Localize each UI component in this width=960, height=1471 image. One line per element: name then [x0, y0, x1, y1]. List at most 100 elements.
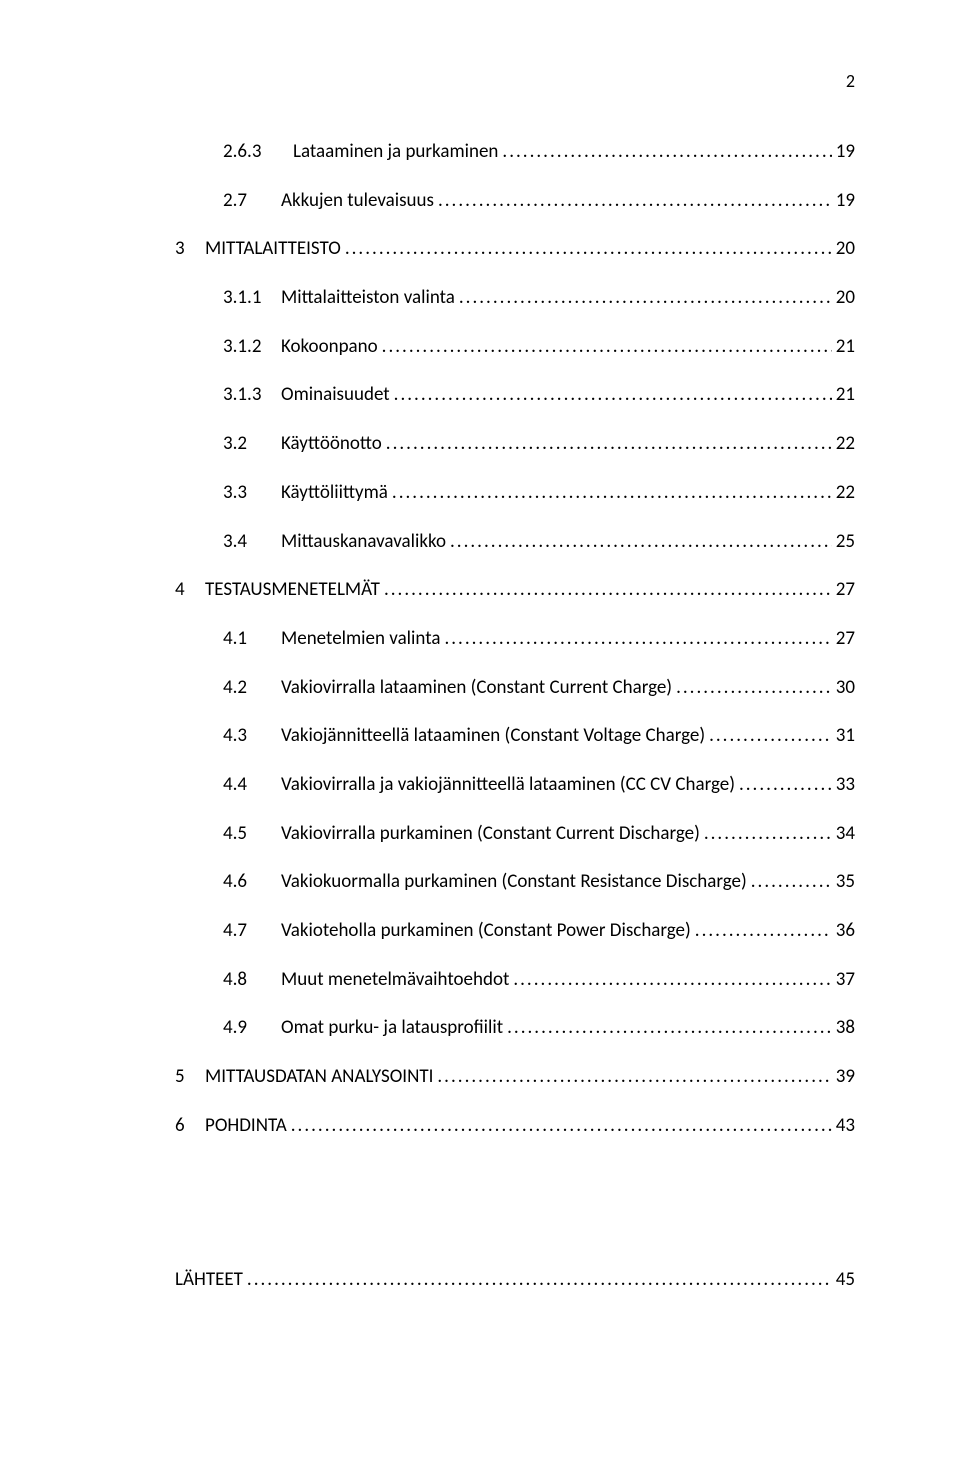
toc-section-number: 4.2: [223, 676, 281, 701]
toc-row: 4.2Vakiovirralla lataaminen (Constant Cu…: [175, 676, 855, 701]
toc-row: 3.1.1Mittalaitteiston valinta20: [175, 286, 855, 311]
toc-section-number: 3.2: [223, 432, 281, 457]
toc-leader-dots: [459, 286, 832, 311]
toc-leader-dots: [450, 530, 832, 555]
toc-leader-dots: [507, 1016, 832, 1041]
toc-leader-dots: [676, 676, 832, 701]
toc-page-number: 45: [836, 1268, 855, 1293]
toc-leader-dots: [513, 968, 831, 993]
toc-section-label: Muut menetelmävaihtoehdot: [281, 968, 509, 993]
toc-section-label: POHDINTA: [205, 1114, 287, 1139]
toc-section-number: 4.7: [223, 919, 281, 944]
toc-page-number: 27: [836, 578, 855, 603]
toc-row: 3.2Käyttöönotto 22: [175, 432, 855, 457]
toc-page-number: 36: [836, 919, 855, 944]
toc-page-number: 30: [836, 676, 855, 701]
toc-page-number: 21: [836, 383, 855, 408]
toc-page-number: 25: [836, 530, 855, 555]
toc-section-label: Vakiovirralla purkaminen (Constant Curre…: [281, 822, 700, 847]
toc-section-label: Omat purku- ja latausprofiilit: [281, 1016, 503, 1041]
toc-section-number: 3.3: [223, 481, 281, 506]
toc-row: 4TESTAUSMENETELMÄT 27: [175, 578, 855, 603]
toc-section-number: 3.1.1: [223, 286, 281, 311]
table-of-contents: 2.6.3Lataaminen ja purkaminen192.7Akkuje…: [175, 140, 855, 1138]
toc-row: 4.4Vakiovirralla ja vakiojännitteellä la…: [175, 773, 855, 798]
toc-section-label: Vakiojännitteellä lataaminen (Constant V…: [281, 724, 705, 749]
toc-row: 3MITTALAITTEISTO 20: [175, 237, 855, 262]
toc-section-label: Vakioteholla purkaminen (Constant Power …: [281, 919, 691, 944]
toc-page-number: 34: [836, 822, 855, 847]
toc-leader-dots: [247, 1268, 832, 1293]
toc-section-label: LÄHTEET: [175, 1268, 243, 1293]
toc-row: 4.1Menetelmien valinta27: [175, 627, 855, 652]
toc-row: 4.9Omat purku- ja latausprofiilit38: [175, 1016, 855, 1041]
toc-leader-dots: [444, 627, 831, 652]
toc-page-number: 22: [836, 481, 855, 506]
toc-section-label: TESTAUSMENETELMÄT: [205, 578, 380, 603]
toc-section-label: Käyttöönotto: [281, 432, 382, 457]
toc-leader-dots: [382, 335, 832, 360]
table-of-contents-bottom: LÄHTEET 45: [175, 1268, 855, 1293]
toc-row: 3.3Käyttöliittymä 22: [175, 481, 855, 506]
toc-row: 4.3Vakiojännitteellä lataaminen (Constan…: [175, 724, 855, 749]
toc-section-number: 6: [175, 1114, 205, 1139]
toc-section-number: 3.4: [223, 530, 281, 555]
toc-section-number: 2.7: [223, 189, 281, 214]
toc-section-number: 5: [175, 1065, 205, 1090]
toc-section-number: 4.3: [223, 724, 281, 749]
toc-leader-dots: [386, 432, 832, 457]
toc-leader-dots: [502, 140, 831, 165]
toc-page-number: 35: [836, 870, 855, 895]
toc-section-label: Vakiokuormalla purkaminen (Constant Resi…: [281, 870, 747, 895]
toc-leader-dots: [392, 481, 832, 506]
toc-page-number: 31: [836, 724, 855, 749]
toc-page-number: 38: [836, 1016, 855, 1041]
toc-row: 6POHDINTA 43: [175, 1114, 855, 1139]
toc-section-label: MITTALAITTEISTO: [205, 237, 341, 262]
toc-section-number: 4.8: [223, 968, 281, 993]
toc-page-number: 22: [836, 432, 855, 457]
toc-row: 4.6Vakiokuormalla purkaminen (Constant R…: [175, 870, 855, 895]
toc-page-number: 20: [836, 286, 855, 311]
toc-row: 2.7Akkujen tulevaisuus 19: [175, 189, 855, 214]
toc-leader-dots: [704, 822, 832, 847]
toc-leader-dots: [438, 189, 832, 214]
toc-leader-dots: [751, 870, 832, 895]
toc-section-label: Menetelmien valinta: [281, 627, 440, 652]
toc-section-label: Vakiovirralla lataaminen (Constant Curre…: [281, 676, 672, 701]
toc-leader-dots: [384, 578, 832, 603]
toc-section-label: Akkujen tulevaisuus: [281, 189, 434, 214]
toc-page-number: 19: [836, 189, 855, 214]
toc-section-label: Vakiovirralla ja vakiojännitteellä lataa…: [281, 773, 735, 798]
toc-section-label: Lataaminen ja purkaminen: [293, 140, 498, 165]
toc-row: 3.1.2Kokoonpano21: [175, 335, 855, 360]
toc-leader-dots: [437, 1065, 831, 1090]
toc-section-number: 3.1.2: [223, 335, 281, 360]
toc-section-number: 4.4: [223, 773, 281, 798]
toc-section-number: 4.5: [223, 822, 281, 847]
toc-section-label: Kokoonpano: [281, 335, 378, 360]
toc-page-number: 43: [836, 1114, 855, 1139]
toc-section-label: Käyttöliittymä: [281, 481, 388, 506]
toc-section-label: Ominaisuudet: [281, 383, 390, 408]
toc-page-number: 39: [836, 1065, 855, 1090]
toc-section-number: 4.1: [223, 627, 281, 652]
toc-section-label: Mittauskanavavalikko: [281, 530, 446, 555]
toc-leader-dots: [394, 383, 832, 408]
toc-section-label: MITTAUSDATAN ANALYSOINTI: [205, 1065, 433, 1090]
toc-page-number: 33: [836, 773, 855, 798]
toc-row: 2.6.3Lataaminen ja purkaminen19: [175, 140, 855, 165]
toc-row: 4.8Muut menetelmävaihtoehdot 37: [175, 968, 855, 993]
toc-row: LÄHTEET 45: [175, 1268, 855, 1293]
document-page: 2 2.6.3Lataaminen ja purkaminen192.7Akku…: [0, 0, 960, 1471]
toc-leader-dots: [695, 919, 832, 944]
toc-leader-dots: [291, 1114, 832, 1139]
toc-section-number: 4: [175, 578, 205, 603]
toc-page-number: 19: [836, 140, 855, 165]
toc-row: 3.1.3Ominaisuudet21: [175, 383, 855, 408]
toc-section-number: 3: [175, 237, 205, 262]
toc-page-number: 37: [836, 968, 855, 993]
toc-page-number: 20: [836, 237, 855, 262]
toc-row: 3.4Mittauskanavavalikko 25: [175, 530, 855, 555]
toc-leader-dots: [739, 773, 832, 798]
